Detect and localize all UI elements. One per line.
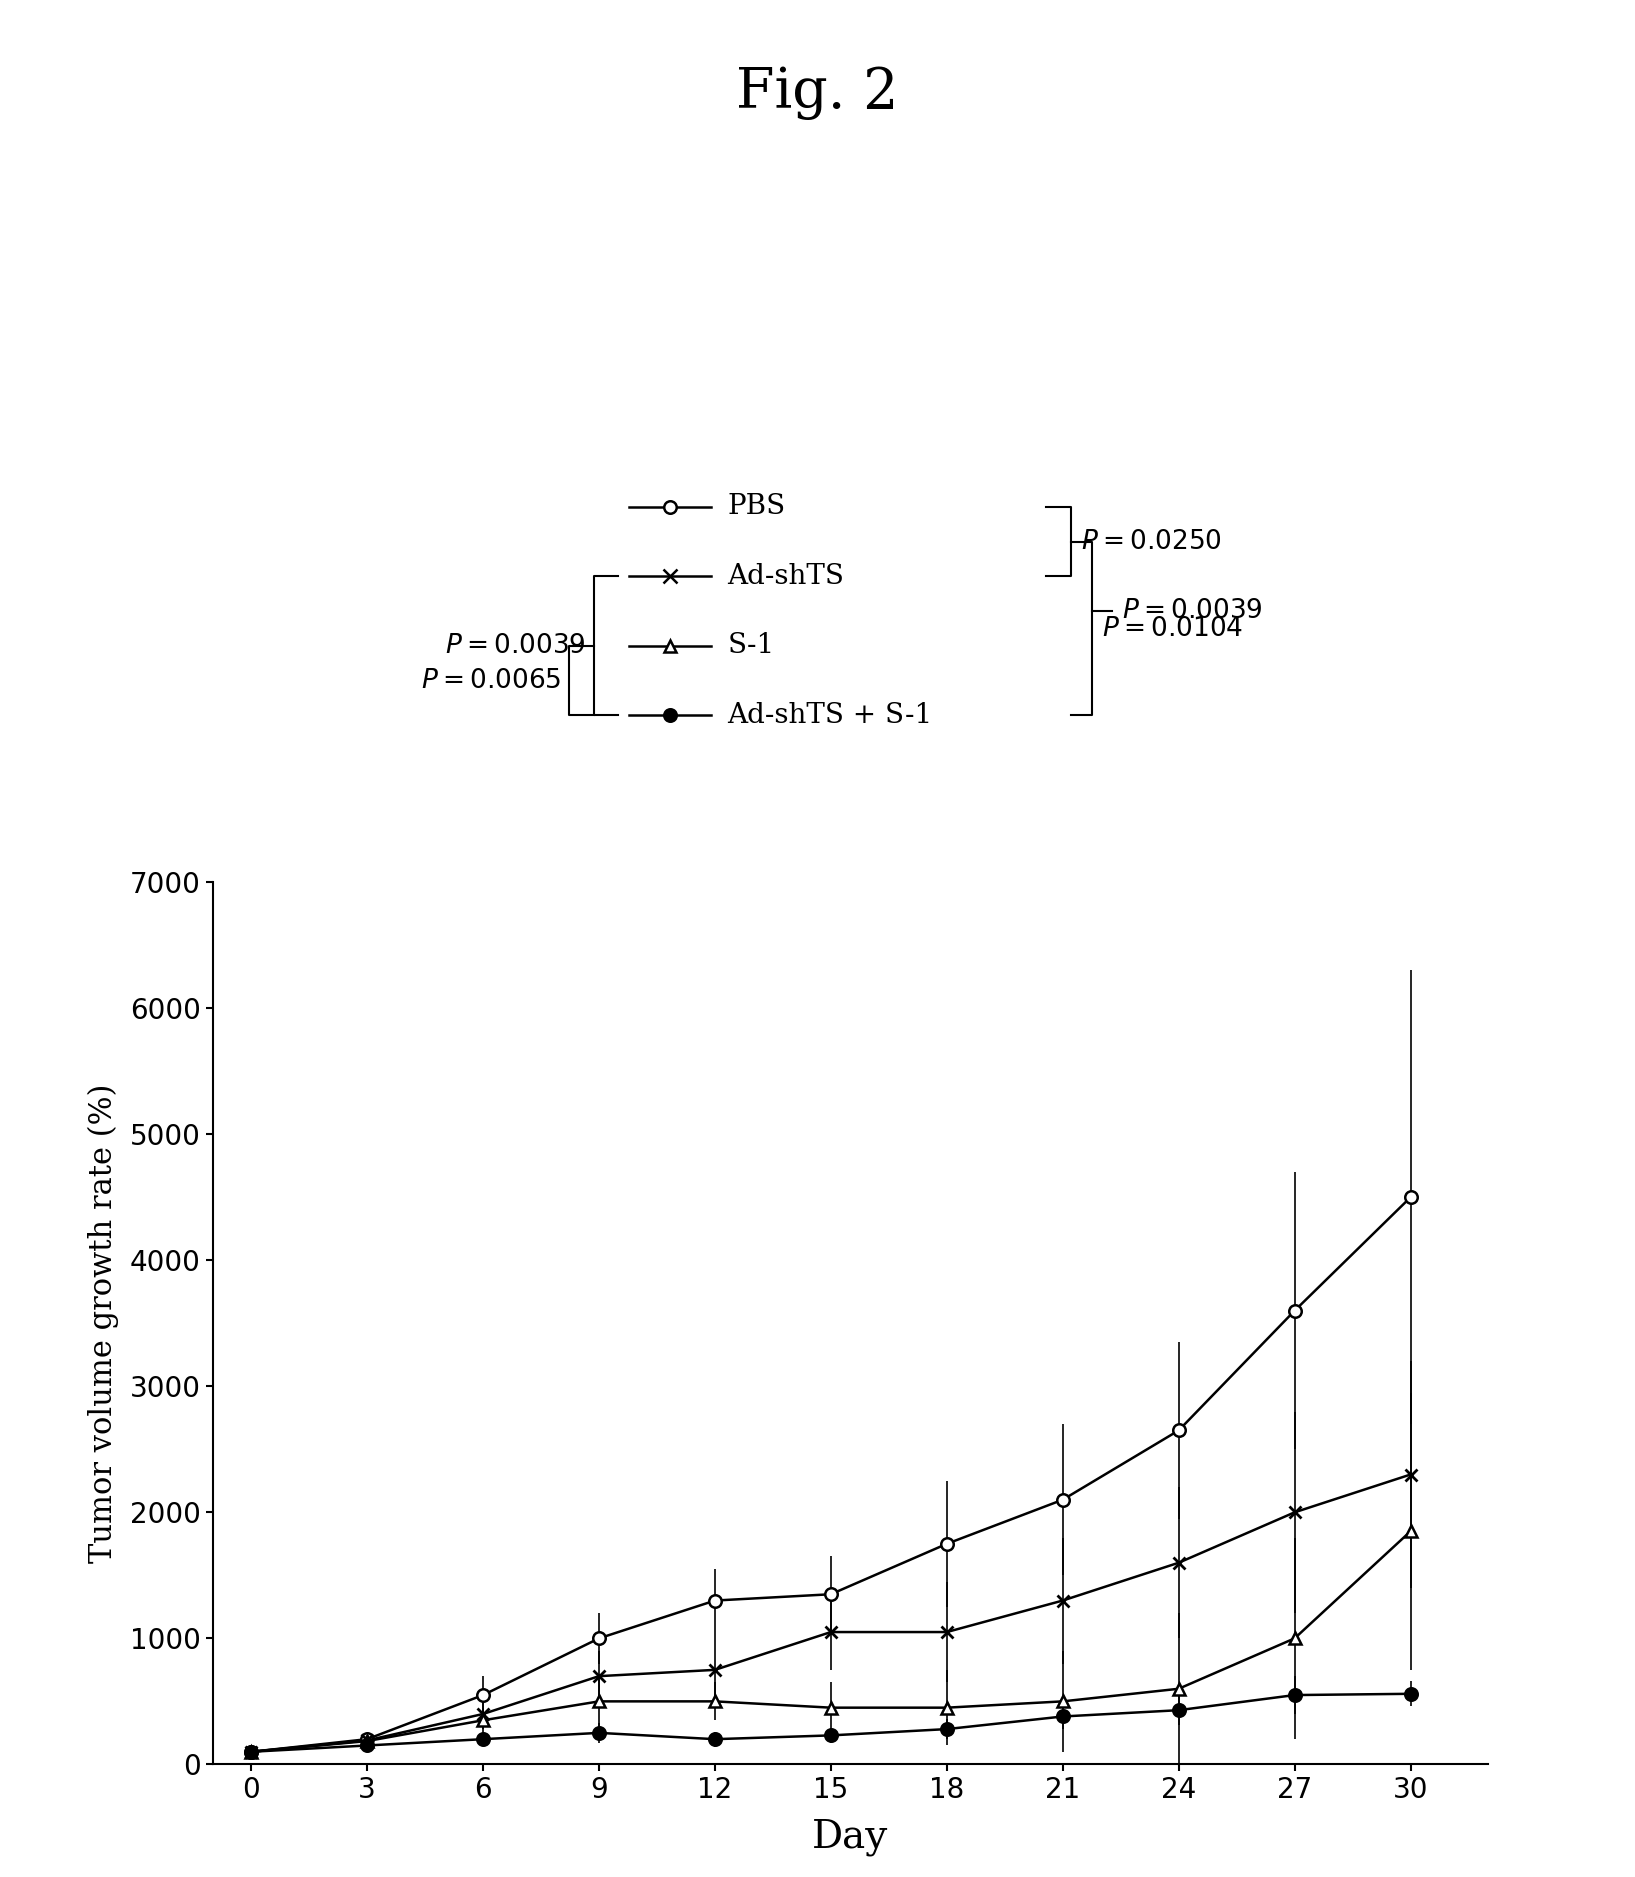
- Text: $P = 0.0065$: $P = 0.0065$: [420, 668, 561, 693]
- X-axis label: Day: Day: [813, 1819, 888, 1856]
- Text: S-1: S-1: [728, 633, 775, 659]
- Text: Ad-shTS + S-1: Ad-shTS + S-1: [728, 702, 934, 728]
- Text: Fig. 2: Fig. 2: [736, 66, 899, 120]
- Text: Ad-shTS: Ad-shTS: [728, 563, 844, 589]
- Text: $P = 0.0039$: $P = 0.0039$: [1122, 599, 1262, 623]
- Text: $P = 0.0250$: $P = 0.0250$: [1081, 529, 1221, 554]
- Text: PBS: PBS: [728, 494, 786, 520]
- Y-axis label: Tumor volume growth rate (%): Tumor volume growth rate (%): [87, 1083, 119, 1564]
- Text: $P = 0.0039$: $P = 0.0039$: [445, 633, 585, 659]
- Text: $P = 0.0104$: $P = 0.0104$: [1102, 616, 1243, 640]
